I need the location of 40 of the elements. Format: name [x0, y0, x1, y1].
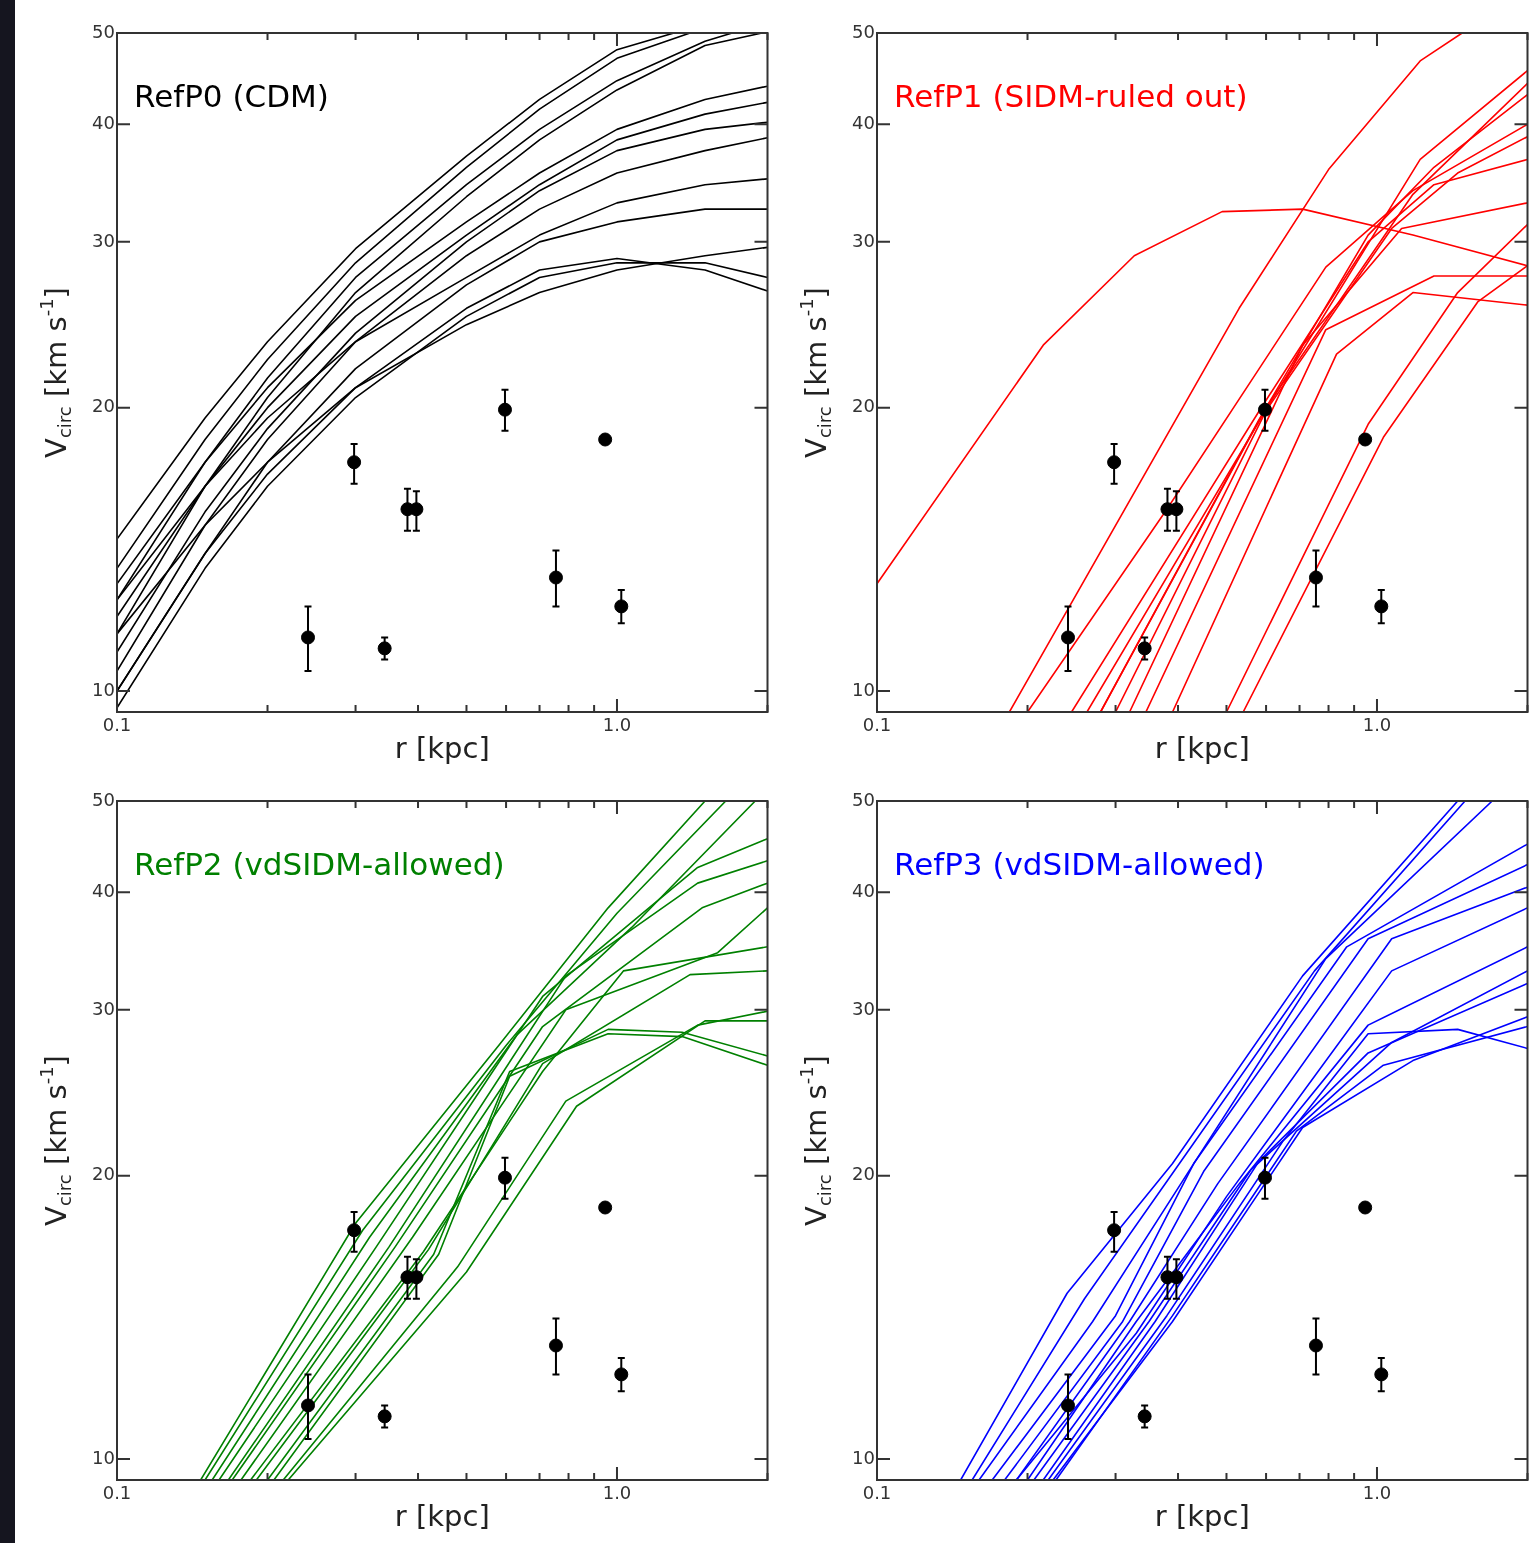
y-tick-label: 50: [852, 788, 875, 810]
y-axis-title: Vcirc [km s-1]: [35, 1055, 75, 1226]
y-tick-label: 30: [92, 229, 115, 251]
x-tick-label: 0.1: [862, 1482, 892, 1504]
x-axis-title: r [kpc]: [1154, 1499, 1250, 1534]
x-tick-label: 1.0: [602, 1482, 632, 1504]
x-tick-label: 1.0: [1362, 714, 1392, 736]
text: RefP0 (CDM): [134, 78, 329, 115]
y-axis-title: Vcirc [km s-1]: [795, 287, 835, 458]
y-tick-label: 10: [92, 678, 115, 700]
x-axis-title: r [kpc]: [394, 731, 490, 766]
y-tick-label: 40: [92, 879, 115, 901]
y-tick-label: 50: [852, 20, 875, 42]
text: RefP3 (vdSIDM-allowed): [894, 846, 1265, 883]
x-tick-label: 1.0: [1362, 1482, 1392, 1504]
y-tick-label: 50: [92, 788, 115, 810]
x-tick-label: 1.0: [602, 714, 632, 736]
y-axis-title: Vcirc [km s-1]: [795, 1055, 835, 1226]
y-tick-label: 30: [92, 997, 115, 1019]
y-tick-label: 20: [852, 1163, 875, 1185]
y-tick-label: 20: [92, 395, 115, 417]
x-axis-title: r [kpc]: [1154, 731, 1250, 766]
y-tick-label: 10: [852, 1446, 875, 1468]
x-tick-label: 0.1: [102, 1482, 132, 1504]
y-tick-label: 40: [92, 111, 115, 133]
y-tick-label: 30: [852, 229, 875, 251]
text: RefP2 (vdSIDM-allowed): [134, 846, 505, 883]
y-tick-label: 40: [852, 879, 875, 901]
x-tick-label: 0.1: [862, 714, 892, 736]
x-tick-label: 0.1: [102, 714, 132, 736]
y-tick-label: 30: [852, 997, 875, 1019]
y-tick-label: 20: [92, 1163, 115, 1185]
text: RefP1 (SIDM-ruled out): [894, 78, 1248, 115]
y-tick-label: 50: [92, 20, 115, 42]
y-axis-title: Vcirc [km s-1]: [35, 287, 75, 458]
y-tick-label: 40: [852, 111, 875, 133]
y-tick-label: 20: [852, 395, 875, 417]
y-tick-label: 10: [852, 678, 875, 700]
x-axis-title: r [kpc]: [394, 1499, 490, 1534]
y-tick-label: 10: [92, 1446, 115, 1468]
